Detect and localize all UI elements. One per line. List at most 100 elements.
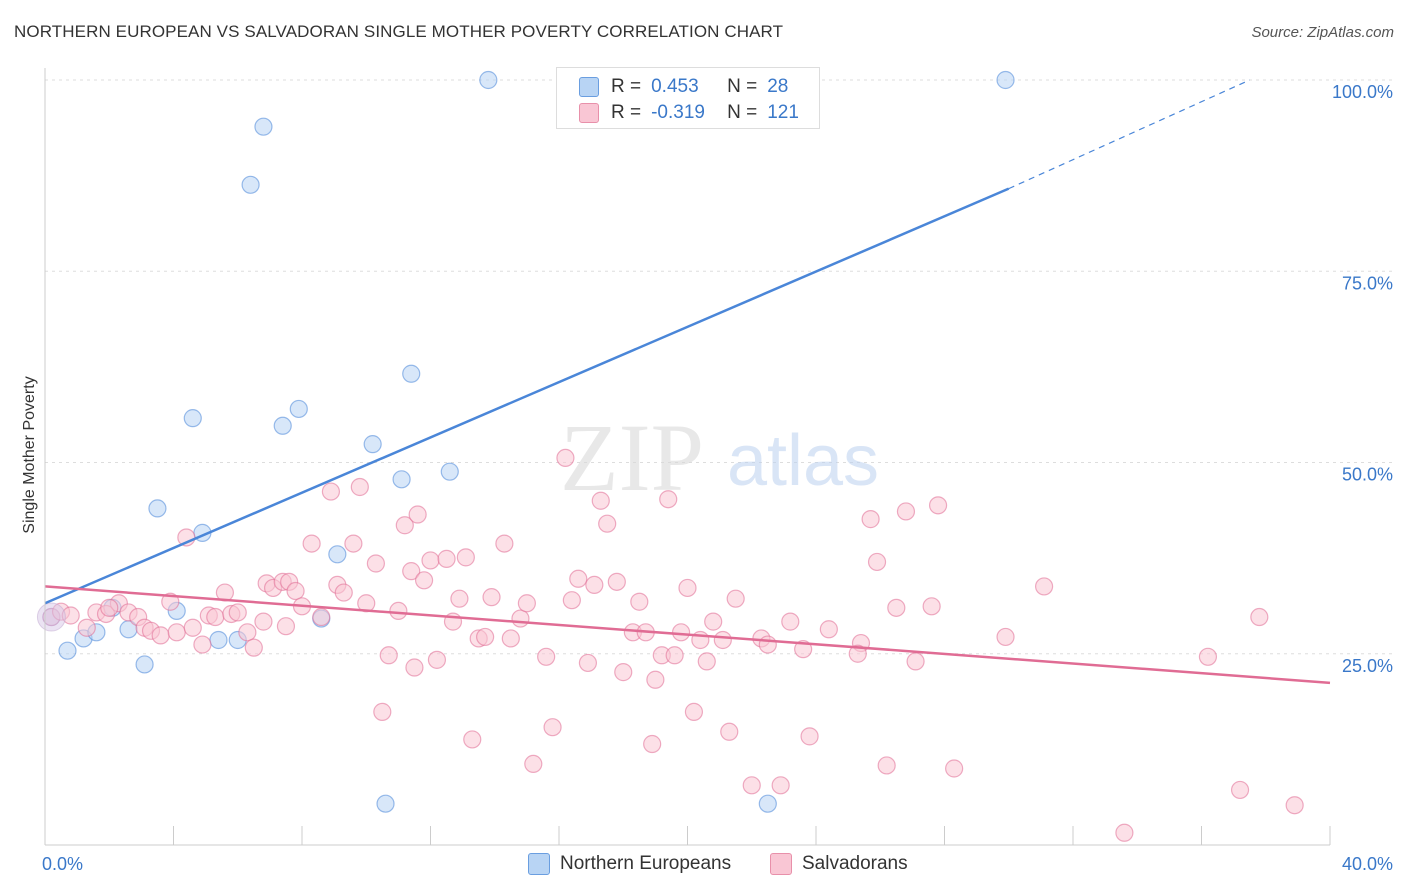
- salvadoran-point: [896, 502, 916, 521]
- salvadoran-point: [206, 607, 225, 627]
- northern-european-point: [440, 462, 459, 481]
- salvadoran-point: [1198, 647, 1218, 666]
- watermark-zip: ZIP: [560, 404, 704, 511]
- bottom-legend-swatch-pink: [770, 853, 792, 875]
- northern-european-point: [209, 630, 228, 650]
- y-tick-label: 75.0%: [1342, 273, 1393, 293]
- salvadoran-point: [578, 653, 598, 673]
- salvadoran-point: [630, 592, 649, 611]
- salvadoran-point: [671, 623, 691, 642]
- y-tick-label: 25.0%: [1342, 656, 1393, 676]
- salvadoran-point: [482, 588, 501, 607]
- salvadoran-point: [405, 658, 424, 677]
- salvadoran-point: [771, 776, 790, 795]
- salvadoran-point: [665, 646, 684, 665]
- northern-european-point: [328, 545, 347, 564]
- trend-layer: [44, 79, 1331, 685]
- salvadoran-point: [848, 644, 867, 663]
- y-tick-label: 50.0%: [1342, 465, 1393, 485]
- salvadoran-point: [742, 776, 761, 795]
- salvadoran-point: [598, 514, 617, 533]
- salvadoran-point: [302, 534, 321, 553]
- watermark: ZIP atlas: [560, 404, 879, 511]
- n-value: 28: [767, 76, 789, 97]
- salvadoran-point: [800, 727, 819, 746]
- northern-european-point: [148, 499, 167, 518]
- salvadoran-point: [244, 638, 263, 657]
- salvadoran-point: [161, 592, 180, 611]
- salvadoran-point: [867, 552, 887, 572]
- salvadoran-point: [684, 702, 704, 721]
- salvadoran-point: [437, 549, 456, 568]
- salvadoran-point: [569, 569, 588, 588]
- salvadoran-point: [373, 702, 392, 721]
- salvadoran-point: [996, 627, 1015, 647]
- bottom-legend-northern-europeans: Northern Europeans: [528, 851, 731, 877]
- salvadoran-point: [77, 618, 96, 637]
- salvadoran-point: [193, 635, 212, 654]
- stats-legend: R = 0.453 N = 28 R = -0.319 N = 121: [556, 67, 820, 129]
- northern-european-point: [402, 364, 421, 383]
- source-credit: Source: ZipAtlas.com: [1251, 24, 1394, 41]
- r-label: R =: [611, 102, 642, 123]
- salvadoran-point: [1285, 796, 1304, 815]
- salvadoran-point: [254, 612, 273, 631]
- salvadoran-point: [414, 571, 434, 590]
- salvadoran-point: [922, 597, 941, 616]
- salvadoran-point: [501, 629, 520, 648]
- salvadoran-point: [379, 646, 398, 665]
- salvadoran-point: [758, 635, 777, 654]
- salvadoran-point: [408, 505, 427, 524]
- watermark-atlas: atlas: [727, 421, 879, 501]
- salvadoran-point: [1230, 780, 1250, 800]
- salvadoran-point: [1250, 607, 1269, 627]
- salvadoran-point: [524, 754, 543, 774]
- salvadoran-point: [781, 612, 800, 631]
- salvadoran-point: [562, 591, 581, 610]
- n-value: 121: [767, 102, 799, 123]
- salvadoran-point: [456, 548, 475, 567]
- salvadoran-point: [350, 477, 369, 497]
- salvadoran-point: [151, 626, 170, 645]
- salvadoran-point: [1034, 577, 1054, 596]
- salvadoran-point: [906, 652, 925, 671]
- bottom-legend-label: Salvadorans: [802, 853, 908, 874]
- salvadoran-point: [389, 601, 408, 621]
- salvadoran-point: [1115, 823, 1134, 842]
- cluster-point: [36, 602, 66, 632]
- salvadoran-point: [543, 718, 562, 737]
- salvadoran-point: [395, 516, 414, 535]
- salvadoran-point: [726, 589, 745, 608]
- salvadoran-point: [511, 609, 530, 628]
- bottom-legend-salvadorans: Salvadorans: [770, 851, 908, 877]
- n-label: N =: [727, 76, 758, 97]
- salvadoran-point: [517, 594, 536, 613]
- salvadoran-point: [421, 551, 440, 570]
- salvadoran-point: [607, 572, 626, 591]
- salvadoran-point: [366, 554, 385, 573]
- y-tick-label: 100.0%: [1332, 82, 1393, 102]
- northern-european-point: [392, 470, 411, 489]
- salvadoran-point: [887, 598, 906, 617]
- salvadoran-point: [614, 663, 633, 682]
- salvadoran-point: [585, 575, 604, 595]
- northern-european-point: [479, 70, 498, 90]
- salvadoran-point: [643, 734, 662, 754]
- salvadoran-point: [344, 534, 363, 553]
- salvadoran-point: [100, 598, 119, 617]
- salvadoran-trend-line: [44, 585, 1331, 685]
- salvadoran-point: [402, 562, 421, 581]
- northern-european-point: [996, 70, 1015, 90]
- salvadoran-point: [334, 583, 353, 602]
- grid-layer: [45, 79, 1392, 655]
- northern-european-point: [254, 117, 273, 136]
- r-value: -0.319: [651, 102, 705, 123]
- salvadoran-point: [697, 652, 716, 671]
- salvadoran-point: [861, 510, 880, 529]
- salvadoran-point: [794, 640, 813, 659]
- salvadoran-point: [321, 482, 341, 501]
- salvadoran-point: [704, 612, 723, 631]
- x-tick-label: 0.0%: [42, 854, 83, 874]
- legend-swatch-blue: [579, 77, 599, 97]
- salvadoran-point: [238, 623, 257, 642]
